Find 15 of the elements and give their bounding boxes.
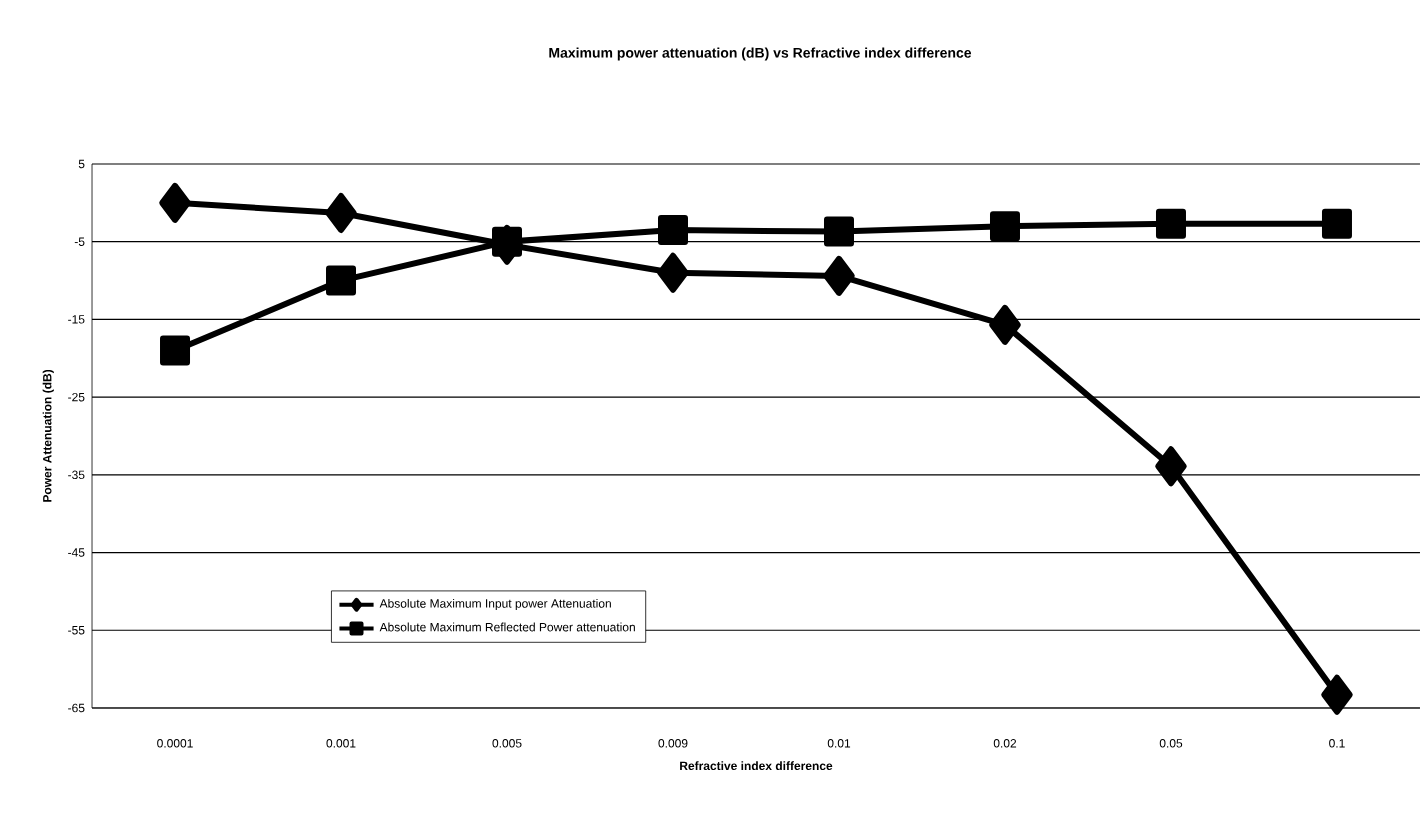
point	[823, 216, 854, 247]
point	[492, 226, 523, 257]
point	[1321, 674, 1353, 715]
point	[989, 304, 1021, 345]
point	[326, 265, 357, 296]
point	[325, 192, 357, 233]
point	[160, 335, 191, 366]
point	[658, 215, 688, 246]
point	[657, 252, 689, 293]
point	[989, 211, 1020, 242]
point	[1321, 208, 1352, 239]
point	[1155, 446, 1187, 487]
point	[1155, 208, 1186, 239]
point	[823, 255, 855, 296]
point	[159, 182, 191, 223]
